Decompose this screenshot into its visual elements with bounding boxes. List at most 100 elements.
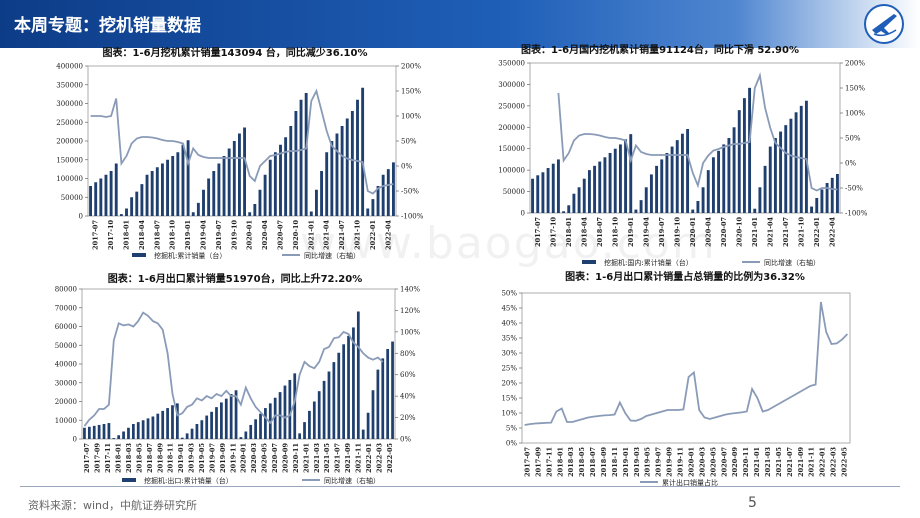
bar (799, 105, 803, 213)
bar (196, 202, 200, 216)
bar (119, 214, 123, 216)
left-axis-tick-label: 250000 (56, 119, 83, 127)
bar (263, 174, 267, 216)
x-axis-tick-label: 2022-03 (830, 447, 838, 477)
x-axis-tick-label: 2021-07 (782, 217, 790, 247)
bar (356, 99, 359, 216)
bar (322, 380, 326, 439)
x-axis-tick-label: 2018-11 (611, 447, 619, 477)
bar (546, 168, 550, 213)
x-axis-tick-label: 2017-09 (534, 447, 542, 477)
bar (112, 438, 116, 439)
right-axis-tick-label: 20% (400, 414, 416, 422)
right-axis-tick-label: -100% (845, 210, 868, 218)
x-axis-tick-label: 2020-10 (735, 217, 743, 247)
bar (312, 401, 316, 439)
legend-swatch-bar (582, 260, 596, 264)
x-axis-tick-label: 2019-04 (200, 220, 208, 250)
x-axis-tick-label: 2018-10 (169, 220, 177, 250)
bar (345, 118, 349, 216)
right-axis-tick-label: 50% (845, 135, 861, 143)
bar (577, 187, 581, 213)
x-axis-tick-label: 2019-01 (184, 220, 192, 250)
bar (156, 413, 160, 439)
legend-label: 同比增速（右轴） (304, 251, 360, 260)
x-axis-tick-label: 2019-09 (219, 443, 227, 473)
page-title: 本周专题：挖机销量数据 (14, 16, 201, 36)
x-axis-tick-label: 2020-03 (698, 447, 706, 477)
bar (131, 424, 135, 439)
legend-label: 挖掘机:累计销量（台） (154, 251, 226, 260)
bar (227, 148, 231, 216)
bar (299, 99, 303, 216)
bar (135, 191, 139, 216)
bar (97, 424, 101, 439)
bar (330, 141, 334, 216)
plot-frame (521, 292, 851, 444)
bar (249, 424, 253, 439)
bar (342, 344, 346, 439)
right-axis-tick-label: 150% (845, 85, 865, 93)
x-axis-tick-label: 2020-07 (720, 447, 728, 477)
right-axis-tick-label: 60% (400, 371, 416, 379)
bar (356, 311, 360, 439)
bar (603, 157, 607, 213)
x-axis-tick-label: 2020-01 (689, 217, 697, 247)
bar (160, 163, 164, 216)
bar (660, 159, 664, 213)
series-line (557, 72, 838, 192)
bar (141, 420, 145, 439)
x-axis-tick-label: 2021-03 (313, 443, 321, 473)
bar (340, 126, 344, 216)
bar (107, 423, 111, 439)
bar (562, 211, 566, 213)
bar (94, 182, 98, 216)
bar (624, 139, 628, 213)
bar (127, 427, 130, 439)
bar (268, 159, 272, 216)
x-axis-tick-label: 2017-10 (107, 220, 115, 250)
bar (176, 152, 180, 216)
bar (130, 197, 134, 216)
x-axis-tick-label: 2020-09 (281, 443, 289, 473)
x-axis-tick-label: 2018-04 (138, 220, 146, 250)
x-axis-tick-label: 2021-07 (334, 443, 342, 473)
bar (217, 163, 221, 216)
bar (117, 435, 121, 439)
bar (175, 403, 179, 439)
bar (531, 178, 535, 213)
bar (732, 127, 736, 213)
bar (567, 205, 571, 213)
left-axis-tick-label: 30% (501, 350, 517, 358)
x-axis-tick-label: 2022-05 (386, 443, 394, 473)
x-axis-tick-label: 2021-11 (808, 447, 816, 477)
chart-3-export-sales: 0 10000 20000 30000 40000 50000 60000 70000 8000… (55, 286, 421, 486)
series-line (83, 311, 384, 427)
bar (784, 125, 788, 213)
x-axis-tick-label: 2022-03 (375, 443, 383, 473)
bar (593, 165, 597, 213)
left-axis-tick-label: 10% (501, 410, 517, 418)
x-axis-tick-label: 2020-04 (704, 217, 712, 247)
bar (171, 405, 174, 439)
bar (210, 411, 213, 439)
bar (608, 153, 612, 213)
right-axis-tick-label: 40% (400, 393, 416, 401)
left-axis-tick-label: 25% (501, 365, 517, 373)
bar (146, 418, 150, 439)
x-axis-tick-label: 2020-05 (261, 443, 269, 473)
left-axis-tick-label: 20% (501, 380, 517, 388)
bar (200, 420, 204, 439)
x-axis-tick-label: 2021-09 (797, 447, 805, 477)
legend-label: 挖掘机:国内:累计销量（台） (604, 258, 693, 267)
bar (273, 397, 277, 439)
bar (753, 208, 757, 213)
left-axis-tick-label: 250000 (498, 102, 525, 110)
bar (288, 379, 292, 439)
x-axis-tick-label: 2018-03 (125, 443, 133, 473)
bar (794, 112, 798, 213)
bar (665, 153, 669, 213)
legend-swatch-bar (132, 253, 146, 257)
bar (541, 172, 545, 213)
bar (381, 174, 385, 216)
